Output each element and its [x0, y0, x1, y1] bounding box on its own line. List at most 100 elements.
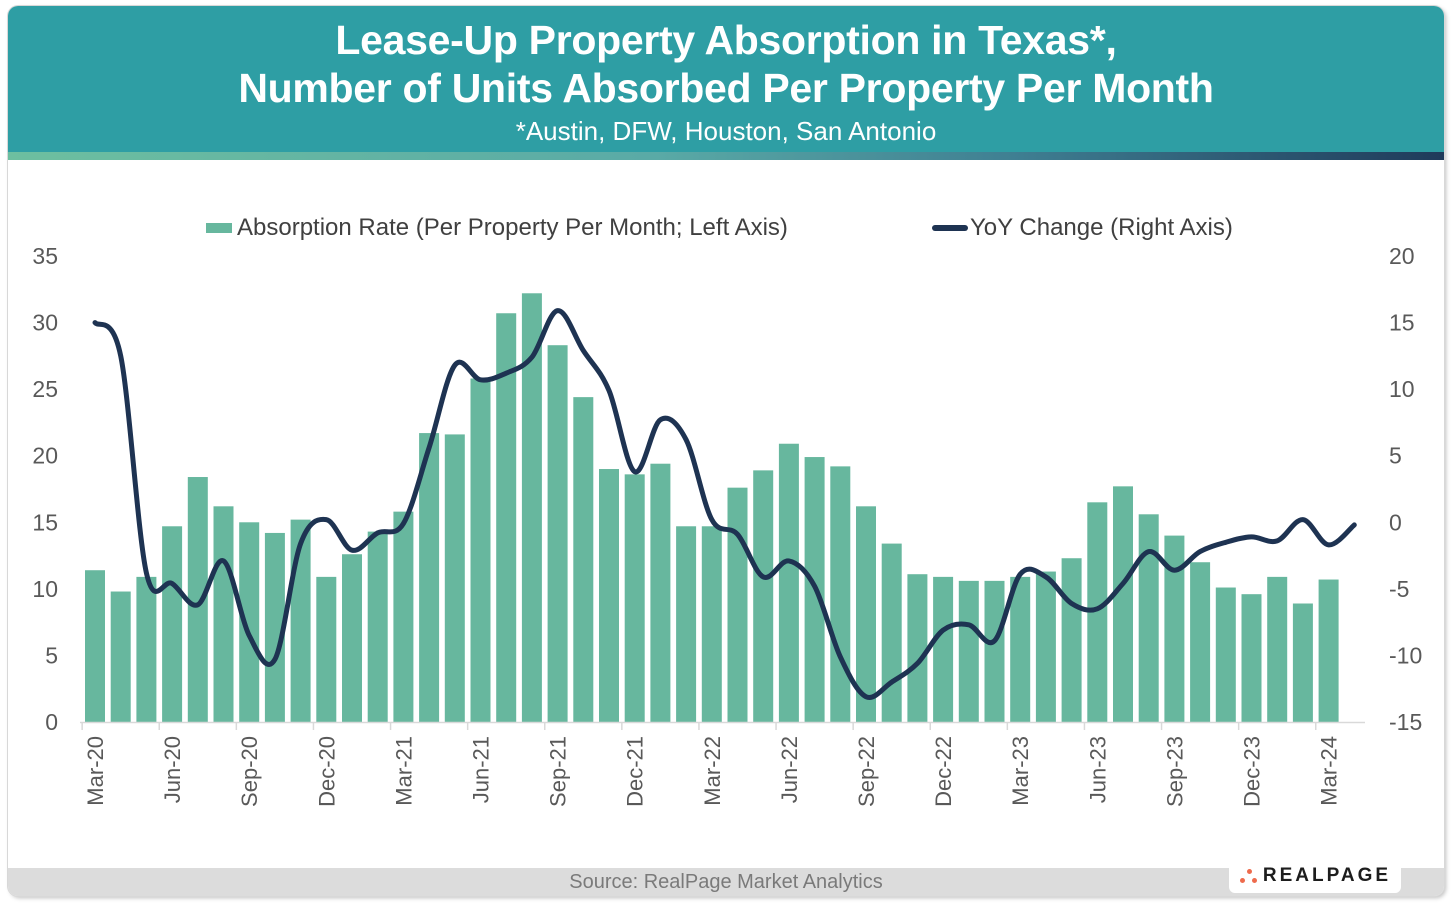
logo-dots-icon	[1239, 868, 1259, 884]
legend-label-yoy: YoY Change (Right Axis)	[970, 214, 1233, 241]
source-note: Source: RealPage Market Analytics	[569, 871, 883, 893]
bar-jun-21	[470, 378, 491, 722]
bar-feb-24	[1292, 603, 1313, 722]
x-tick-label: Jun-21	[469, 736, 494, 803]
right-tick-label: 10	[1389, 376, 1415, 402]
right-tick-label: -15	[1389, 709, 1422, 735]
chart-legend: Absorption Rate (Per Property Per Month;…	[8, 214, 1444, 248]
right-tick-label: 20	[1389, 243, 1415, 269]
yoy-line-series	[92, 308, 1357, 700]
bar-may-23	[1061, 558, 1082, 722]
right-tick-label: -10	[1389, 642, 1422, 668]
bar-jan-23	[958, 580, 979, 722]
left-tick-label: 10	[32, 576, 58, 602]
left-axis: 0 5 10 15 20 25 30 35	[32, 243, 58, 735]
x-tick-label: Sep-22	[854, 736, 879, 807]
x-tick-label: Jun-22	[777, 736, 802, 803]
bar-series	[85, 293, 1339, 722]
right-tick-label: -5	[1389, 576, 1409, 602]
bar-jul-20	[187, 477, 208, 722]
x-tick-label: Dec-23	[1240, 736, 1265, 807]
legend-label-absorption: Absorption Rate (Per Property Per Month;…	[237, 214, 788, 241]
bar-jan-22	[650, 463, 671, 722]
bar-oct-21	[573, 397, 594, 722]
bar-jan-24	[1267, 576, 1288, 722]
bar-feb-21	[367, 531, 388, 722]
footer-bar	[8, 868, 1444, 896]
bar-mar-23	[1010, 576, 1031, 722]
chart-title-line2: Number of Units Absorbed Per Property Pe…	[238, 65, 1214, 111]
x-tick-label: Sep-23	[1162, 736, 1187, 807]
bar-jul-21	[496, 313, 517, 722]
bar-apr-20	[110, 591, 131, 722]
x-tick-label: Sep-20	[237, 736, 262, 807]
bar-nov-23	[1215, 587, 1236, 722]
bar-nov-21	[599, 469, 619, 722]
bar-sep-20	[239, 522, 260, 722]
right-tick-label: 15	[1389, 310, 1415, 336]
chart-subtitle: *Austin, DFW, Houston, San Antonio	[515, 116, 937, 146]
x-tick-label: Dec-20	[314, 736, 339, 807]
x-tick-label: Sep-21	[546, 736, 571, 807]
left-tick-label: 35	[32, 243, 58, 269]
x-axis	[80, 721, 1365, 730]
bar-dec-22	[933, 576, 954, 722]
bar-jan-21	[342, 554, 362, 722]
right-axis: -15 -10 -5 0 5 10 15 20	[1389, 243, 1422, 735]
bar-may-20	[136, 576, 157, 722]
bar-jun-22	[778, 443, 799, 722]
chart-title-line1: Lease-Up Property Absorption in Texas*,	[335, 17, 1117, 63]
bar-jun-20	[162, 526, 183, 722]
realpage-logo: REALPAGE	[1229, 859, 1401, 893]
x-tick-label: Jun-23	[1085, 736, 1110, 803]
right-tick-label: 5	[1389, 443, 1402, 469]
x-tick-label: Mar-21	[391, 736, 416, 806]
bar-jun-23	[1087, 502, 1108, 722]
logo-text: REALPAGE	[1262, 865, 1392, 886]
bar-oct-20	[264, 532, 285, 722]
bar-feb-23	[984, 580, 1005, 722]
x-tick-label: Dec-21	[623, 736, 648, 807]
bar-nov-22	[907, 574, 928, 722]
left-tick-label: 30	[32, 310, 58, 336]
bar-mar-22	[701, 526, 722, 722]
left-tick-label: 5	[45, 642, 58, 668]
legend-item-yoy: YoY Change (Right Axis)	[932, 214, 1233, 242]
chart-card: Lease-Up Property Absorption in Texas*, …	[8, 6, 1444, 896]
bar-dec-23	[1241, 594, 1262, 722]
bar-oct-23	[1190, 562, 1211, 722]
x-tick-label: Jun-20	[160, 736, 185, 803]
bar-sep-23	[1164, 535, 1185, 722]
x-tick-label: Dec-22	[931, 736, 956, 807]
bar-may-22	[753, 470, 774, 722]
header-gradient-strip	[8, 152, 1444, 160]
x-tick-label: Mar-24	[1317, 736, 1342, 806]
bar-feb-22	[676, 526, 697, 722]
legend-swatch-bar	[206, 223, 232, 233]
bar-apr-23	[1035, 571, 1056, 722]
x-tick-label: Mar-20	[83, 736, 108, 806]
left-tick-label: 15	[32, 509, 58, 535]
left-tick-label: 25	[32, 376, 58, 402]
bar-oct-22	[881, 543, 902, 722]
chart-header: Lease-Up Property Absorption in Texas*, …	[8, 6, 1444, 158]
bar-jul-23	[1113, 486, 1133, 722]
right-tick-label: 0	[1389, 509, 1402, 535]
bar-mar-20	[85, 570, 105, 722]
chart-plot: 0 5 10 15 20 25 30 35 -15 -10 -5 0 5 10 15 20 Mar-20 Ju…	[32, 243, 1422, 807]
bar-sep-21	[547, 345, 568, 722]
left-tick-label: 20	[32, 443, 58, 469]
bar-sep-22	[856, 506, 876, 722]
bar-mar-21	[393, 511, 414, 722]
bar-mar-24	[1318, 579, 1339, 722]
legend-item-absorption: Absorption Rate (Per Property Per Month;…	[206, 214, 788, 242]
bar-aug-23	[1138, 514, 1159, 722]
legend-swatch-line	[932, 225, 968, 231]
bar-aug-21	[521, 293, 542, 722]
bar-aug-22	[830, 466, 851, 722]
bar-dec-21	[624, 474, 645, 722]
left-tick-label: 0	[45, 709, 58, 735]
x-axis-labels: Mar-20 Jun-20 Sep-20 Dec-20 Mar-21 Jun-21 Sep-…	[83, 736, 1342, 807]
x-tick-label: Mar-23	[1008, 736, 1033, 806]
bar-may-21	[444, 434, 465, 722]
